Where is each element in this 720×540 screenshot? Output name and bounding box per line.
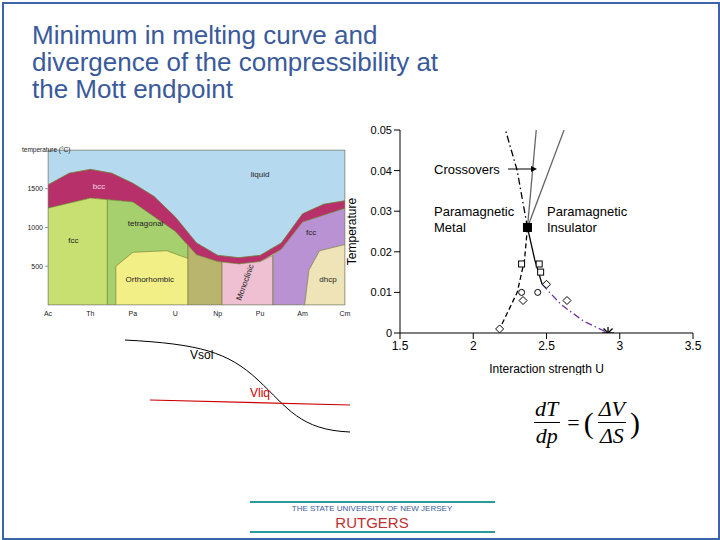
svg-text:1500: 1500 [27,185,43,192]
svg-text:Temperature: Temperature [345,197,359,265]
svg-text:Np: Np [213,310,222,318]
svg-text:2: 2 [470,339,477,353]
svg-text:0.05: 0.05 [371,124,392,136]
svg-text:1000: 1000 [27,224,43,231]
svg-text:Vsol: Vsol [190,348,213,362]
html-text:dp: dp [535,423,558,448]
svg-text:tetragonal: tetragonal [128,219,164,228]
svg-text:Crossovers: Crossovers [434,162,500,177]
svg-text:RUTGERS: RUTGERS [335,514,408,531]
svg-text:3.5: 3.5 [685,339,702,353]
svg-text:Ac: Ac [44,310,53,317]
svg-text:0.03: 0.03 [371,205,392,217]
html-text:divergence of the compressibil: divergence of the compressibility at [32,47,439,77]
svg-text:Pu: Pu [256,310,265,317]
html-text:ΔS ): ΔS ) [599,405,640,448]
html-text:Minimum in melting curve and: Minimum in melting curve and [32,20,378,50]
svg-text:Th: Th [86,310,94,317]
svg-text:THE STATE UNIVERSITY OF NEW JE: THE STATE UNIVERSITY OF NEW JERSEY [292,504,453,513]
svg-text:temperature (°C): temperature (°C) [22,146,70,154]
svg-text:Cm: Cm [340,310,351,317]
svg-text:bcc: bcc [93,182,105,191]
svg-text:Am: Am [297,310,308,317]
svg-text:ParamagneticMetal: ParamagneticMetal [434,204,515,235]
svg-text:Pa: Pa [129,310,138,317]
svg-text:2.5: 2.5 [538,339,555,353]
svg-text:fcc: fcc [68,236,78,245]
svg-text:Monoclinic: Monoclinic [234,263,255,302]
svg-text:fcc: fcc [306,228,316,237]
svg-text:ParamagneticInsulator: ParamagneticInsulator [547,204,628,235]
svg-text:Orthorhombic: Orthorhombic [126,275,174,284]
html-text:the Mott endpoint: the Mott endpoint [32,74,233,104]
svg-text:0.04: 0.04 [371,165,392,177]
svg-text:U: U [173,310,178,317]
svg-text:Interaction strength U: Interaction strength U [489,362,604,375]
svg-text:0.02: 0.02 [371,246,392,258]
svg-text:1.5: 1.5 [392,339,409,353]
svg-text:dhcp: dhcp [319,275,337,284]
svg-text:0.01: 0.01 [371,286,392,298]
html-text:dT: dT [535,396,559,421]
svg-text:Vliq: Vliq [250,386,270,400]
svg-text:500: 500 [31,263,43,270]
svg-text:liquid: liquid [251,170,270,179]
svg-text:3: 3 [616,339,623,353]
html-text:=(ΔV: =(ΔV [567,396,625,439]
svg-text:0: 0 [386,327,392,339]
